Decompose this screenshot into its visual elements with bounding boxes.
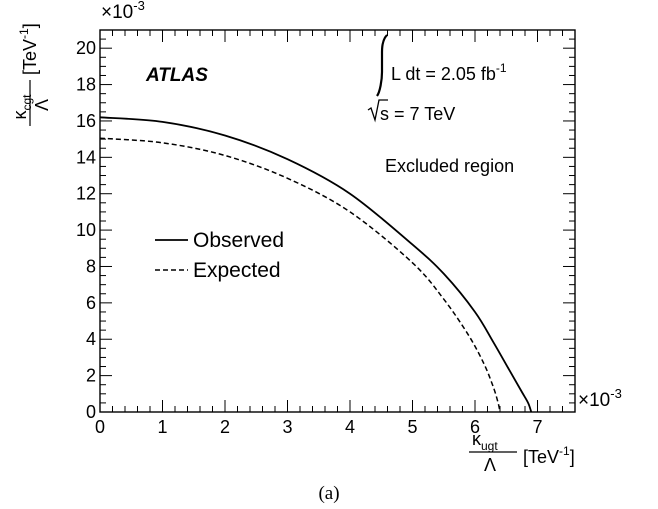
figure-caption: (a) bbox=[318, 483, 339, 504]
svg-text:[TeV-1]: [TeV-1] bbox=[17, 23, 40, 75]
y-tick-label: 2 bbox=[86, 366, 96, 386]
y-axis-multiplier: ×10-3 bbox=[101, 0, 145, 23]
expected-curve bbox=[99, 137, 501, 413]
y-tick-label: 0 bbox=[86, 402, 96, 422]
y-tick-label: 16 bbox=[76, 111, 96, 131]
svg-text:L dt = 2.05 fb-1: L dt = 2.05 fb-1 bbox=[391, 61, 507, 84]
y-axis-label: κcgt Λ [TeV-1] bbox=[10, 23, 52, 126]
y-tick-label: 20 bbox=[76, 38, 96, 58]
legend: Observed Expected bbox=[155, 229, 284, 282]
svg-text:s = 7 TeV: s = 7 TeV bbox=[380, 104, 455, 124]
y-tick-label: 10 bbox=[76, 220, 96, 240]
energy-annotation: s = 7 TeV bbox=[367, 99, 455, 124]
y-tick-label: 6 bbox=[86, 293, 96, 313]
luminosity-annotation: L dt = 2.05 fb-1 bbox=[376, 34, 507, 97]
y-tick-label: 14 bbox=[76, 147, 96, 167]
x-tick-label: 1 bbox=[157, 417, 167, 437]
x-tick-label: 0 bbox=[95, 417, 105, 437]
x-tick-label: 5 bbox=[407, 417, 417, 437]
x-tick-label: 7 bbox=[532, 417, 542, 437]
svg-text:[TeV-1]: [TeV-1] bbox=[523, 444, 575, 467]
x-tick-label: 6 bbox=[470, 417, 480, 437]
x-tick-label: 4 bbox=[345, 417, 355, 437]
y-tick-label: 4 bbox=[86, 329, 96, 349]
x-axis-multiplier: ×10-3 bbox=[578, 386, 622, 411]
x-tick-label: 2 bbox=[220, 417, 230, 437]
svg-text:κugt: κugt bbox=[472, 429, 498, 453]
observed-curve bbox=[99, 116, 533, 413]
integral-sign bbox=[376, 34, 388, 97]
legend-expected-label: Expected bbox=[193, 259, 281, 282]
legend-observed-label: Observed bbox=[193, 229, 284, 252]
excluded-region-label: Excluded region bbox=[385, 156, 514, 176]
x-tick-label: 3 bbox=[282, 417, 292, 437]
y-tick-label: 18 bbox=[76, 75, 96, 95]
experiment-label: ATLAS bbox=[145, 65, 208, 86]
sqrt-sign bbox=[367, 99, 388, 123]
y-tick-label: 12 bbox=[76, 184, 96, 204]
svg-text:Λ: Λ bbox=[484, 455, 496, 475]
svg-text:Λ: Λ bbox=[32, 99, 52, 111]
tick-marks bbox=[99, 29, 576, 413]
x-axis-label: κugt Λ [TeV-1] bbox=[469, 429, 575, 475]
y-tick-label: 8 bbox=[86, 256, 96, 276]
plot-frame bbox=[99, 29, 576, 413]
